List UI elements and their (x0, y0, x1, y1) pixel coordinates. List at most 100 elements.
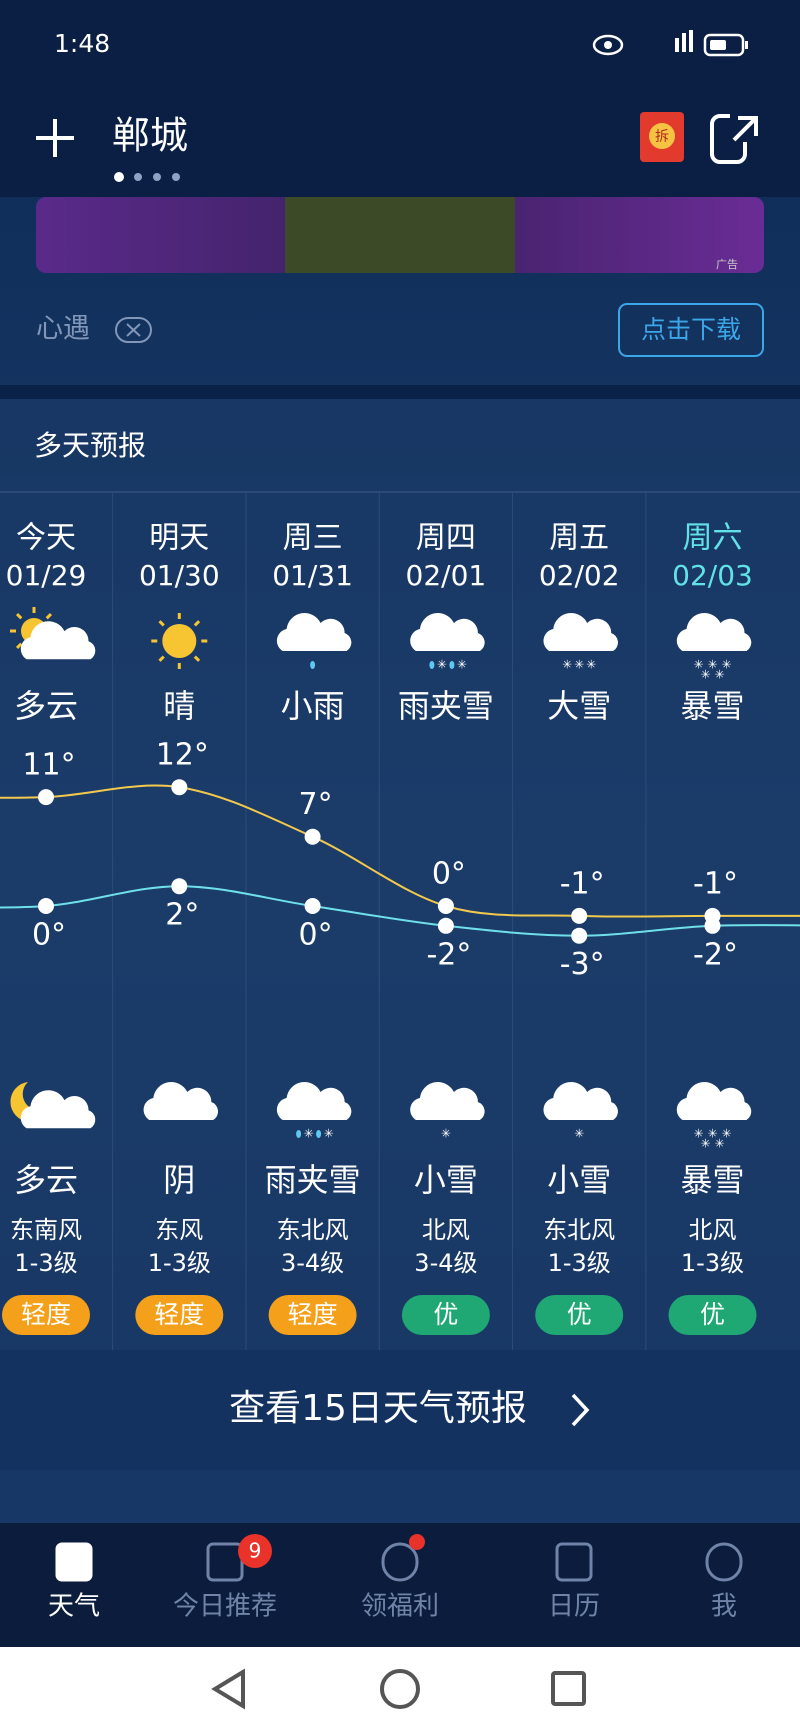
weather-icon (151, 613, 208, 669)
sun-ray (15, 612, 23, 620)
snow-flake: ✳ (441, 1127, 451, 1141)
snow-flake: ✳ (562, 658, 572, 672)
weather-icon (276, 613, 352, 669)
day-date: 02/02 (539, 559, 620, 592)
sun-ray (45, 612, 53, 620)
more-bar[interactable] (0, 1350, 800, 1470)
snow-flake: ✳ (586, 658, 596, 672)
high-temp-dot (437, 898, 454, 914)
low-temp-label: -2° (426, 937, 471, 972)
low-temp-dot (571, 927, 588, 944)
weather-icon (10, 607, 96, 660)
low-temp-dot (437, 917, 454, 934)
ad-close[interactable] (115, 317, 152, 343)
wind-level: 3-4级 (281, 1249, 344, 1277)
tab-label: 今日推荐 (173, 1592, 277, 1622)
snow-flake: ✳ (693, 1127, 703, 1141)
night-weather: 阴 (163, 1161, 195, 1199)
download-label: 点击下载 (641, 315, 741, 344)
high-temp-label: 7° (299, 787, 333, 822)
aqi-label: 优 (700, 1300, 725, 1329)
status-icons (592, 30, 748, 57)
low-temp-line (0, 885, 800, 937)
low-temp-label: -3° (560, 947, 605, 982)
weather-icon: ✳ ✳ ✳✳ ✳ (676, 1082, 752, 1151)
tab[interactable]: 我 (705, 1542, 743, 1622)
day-weather: 大雪 (547, 687, 611, 725)
ad-name: 心遇 (36, 314, 90, 345)
cloud (676, 613, 752, 651)
share-button[interactable] (710, 114, 758, 164)
tab[interactable]: 天气 (48, 1542, 100, 1622)
snow-flake: ✳ (700, 668, 710, 682)
ad-image (285, 197, 515, 273)
low-temp-label: 2° (165, 898, 199, 933)
snow-flake: ✳ (707, 658, 717, 672)
night-weather: 暴雪 (680, 1161, 744, 1199)
night-weather: 小雪 (414, 1161, 478, 1199)
snow-flake: ✳ (324, 1127, 334, 1141)
low-temp-dot (704, 917, 721, 934)
tab-bar (0, 1523, 800, 1647)
aqi-label: 轻度 (21, 1300, 71, 1329)
rain-drop (449, 661, 455, 669)
aqi-pill[interactable] (535, 1295, 624, 1335)
red-packet-label: 拆 (655, 129, 669, 145)
add-city-button[interactable] (36, 119, 74, 157)
day-date: 01/29 (6, 559, 87, 592)
tab-icon (55, 1542, 93, 1582)
sun (162, 624, 197, 658)
day-date: 01/30 (139, 559, 220, 592)
status-time: 1:48 (54, 29, 110, 58)
weather-icon: ✳ (410, 1082, 485, 1141)
cloud (20, 621, 96, 660)
wind-level: 1-3级 (14, 1249, 77, 1277)
day-name: 周四 (416, 521, 476, 556)
wind-level: 1-3级 (548, 1249, 611, 1277)
top-bar (0, 0, 800, 197)
weather-icon (10, 1082, 96, 1129)
day-name: 周三 (283, 521, 343, 556)
system-nav (0, 1647, 800, 1733)
next-card (0, 1470, 800, 1523)
rain-drop (310, 661, 316, 669)
high-temp-label: 11° (22, 748, 75, 783)
snow-flake: ✳ (714, 668, 724, 682)
high-temp-dot (38, 789, 54, 806)
snow-flake: ✳ (707, 1127, 717, 1141)
day-name: 周六 (683, 521, 743, 556)
cloud (676, 1082, 752, 1120)
day-weather: 雨夹雪 (398, 687, 494, 725)
aqi-pill[interactable] (668, 1295, 757, 1335)
rain-drop (429, 661, 435, 669)
tab[interactable]: 今日推荐 9 (173, 1534, 277, 1622)
tab-badge-count: 9 (249, 1539, 262, 1563)
aqi-pill[interactable] (268, 1295, 357, 1335)
aqi-pill[interactable] (401, 1295, 490, 1335)
more-link[interactable]: 查看15日天气预报 (229, 1388, 527, 1429)
weather-icon: ✳ ✳ (276, 1082, 352, 1141)
tab[interactable]: 日历 (548, 1542, 600, 1622)
high-temp-label: -1° (693, 866, 738, 901)
tab-label: 领福利 (361, 1592, 439, 1622)
wind-level: 3-4级 (414, 1249, 477, 1277)
tab-label: 日历 (548, 1592, 600, 1622)
day-weather: 暴雪 (680, 687, 744, 725)
wind-direction: 东风 (155, 1216, 203, 1244)
wind-direction: 北风 (422, 1216, 470, 1244)
download-button[interactable] (618, 303, 764, 357)
weather-icon: ✳ (543, 1082, 618, 1141)
aqi-pill[interactable] (135, 1295, 224, 1335)
tab-icon (206, 1542, 244, 1582)
sun-ray (193, 620, 201, 627)
day-weather: 多云 (14, 687, 78, 725)
aqi-label: 轻度 (288, 1300, 338, 1329)
aqi-pill[interactable] (2, 1295, 90, 1335)
cloud (276, 1082, 352, 1120)
system-buttons[interactable] (211, 1668, 586, 1710)
tab[interactable]: 领福利 (361, 1534, 439, 1622)
cloud (543, 1082, 618, 1120)
low-temp-label: -2° (693, 937, 738, 972)
wind-direction: 北风 (689, 1216, 737, 1244)
